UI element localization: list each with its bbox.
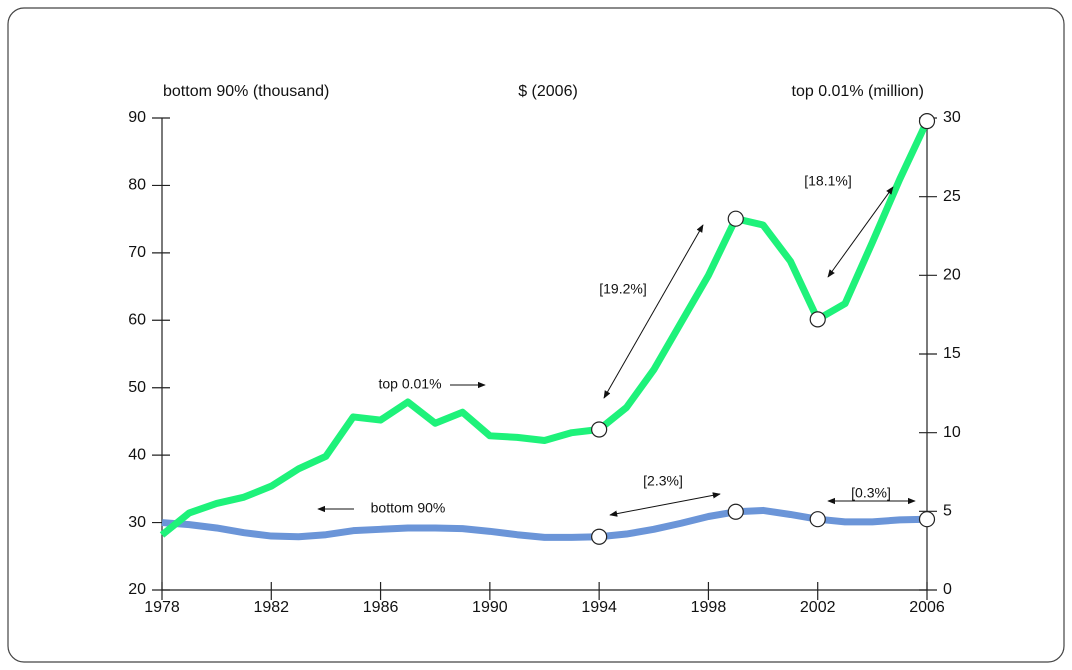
arrow	[609, 492, 721, 517]
y-tick-label: 40	[128, 446, 146, 463]
x-tick-label: 2002	[800, 599, 836, 616]
unit-header: $ (2006)	[518, 83, 578, 100]
highlight-marker	[727, 210, 744, 227]
annotation: [2.3%]	[643, 473, 683, 489]
y-tick-label: 70	[128, 244, 146, 261]
x-tick-label: 1990	[472, 599, 508, 616]
annotation: [19.2%]	[599, 281, 646, 297]
highlight-marker	[727, 503, 744, 520]
y2-tick-label: 10	[943, 424, 961, 441]
annotation: top 0.01%	[378, 376, 441, 392]
y2-tick-label: 30	[943, 109, 961, 126]
highlight-marker	[591, 421, 608, 438]
y-tick-label: 50	[128, 379, 146, 396]
y2-tick-label: 15	[943, 345, 961, 362]
x-tick-label: 1982	[253, 599, 289, 616]
y-tick-label: 80	[128, 177, 146, 194]
frame	[7, 7, 1065, 663]
highlight-marker	[918, 113, 936, 130]
y2-tick-label: 0	[943, 581, 952, 598]
arrow	[827, 186, 894, 278]
y-tick-label: 30	[128, 514, 146, 531]
annotation: [0.3%]	[851, 485, 891, 501]
highlight-marker	[918, 511, 936, 528]
series-line	[159, 119, 931, 538]
left-axis-header: bottom 90% (thousand)	[163, 83, 329, 100]
highlight-marker	[591, 528, 608, 545]
right-axis-header: top 0.01% (million)	[792, 83, 925, 100]
y-tick-label: 60	[128, 312, 146, 329]
x-tick-label: 1986	[363, 599, 399, 616]
y2-tick-label: 25	[943, 188, 961, 205]
x-tick-label: 1998	[691, 599, 727, 616]
annotation: bottom 90%	[371, 500, 446, 516]
x-tick-label: 1978	[144, 599, 180, 616]
highlight-marker	[809, 511, 826, 528]
x-tick-label: 2006	[909, 599, 945, 616]
highlight-marker	[809, 311, 826, 328]
annotation: [18.1%]	[804, 173, 851, 189]
x-tick-label: 1994	[581, 599, 617, 616]
arrow	[603, 224, 704, 399]
series-line	[161, 506, 928, 541]
y-tick-label: 20	[128, 581, 146, 598]
y2-tick-label: 5	[943, 503, 952, 520]
y-tick-label: 90	[128, 109, 146, 126]
y2-tick-label: 20	[943, 267, 961, 284]
